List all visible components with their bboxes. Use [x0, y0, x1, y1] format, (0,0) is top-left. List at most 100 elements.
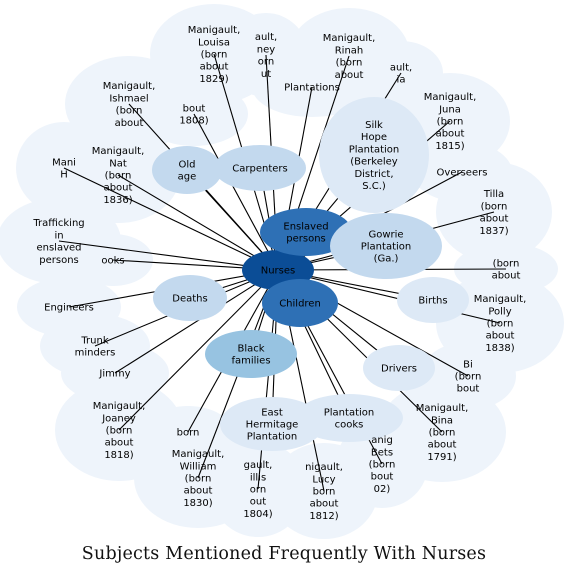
manigault-jimmy-label-line: Jimmy — [98, 369, 130, 380]
manigault-jia-label-line: ia — [397, 75, 406, 86]
east-hermitage-plantation-label-line: East — [261, 407, 283, 418]
manigault-bi-label-line: (born — [455, 372, 482, 383]
manigault-ishmael-label-line: Manigault, — [103, 81, 156, 92]
east-hermitage-plantation-label-line: Plantation — [247, 432, 297, 443]
deaths-node: Deaths — [153, 275, 227, 321]
births-node-shape — [397, 277, 469, 323]
manigault-left-node: Mani H — [52, 157, 76, 180]
nurses-label-line: Nurses — [261, 266, 296, 277]
manigault-born-about-1808-node: bout 1808) — [179, 103, 208, 126]
drivers-node-shape — [363, 345, 435, 391]
silk-hope-plantation-label-line: S.C.) — [362, 181, 386, 192]
manigault-willis-label-line: out — [250, 497, 266, 508]
manigault-polly-label-line: 1838) — [485, 343, 514, 354]
cooks-node: ooks — [101, 256, 124, 267]
manigault-bets-label-line: (born — [369, 460, 396, 471]
manigault-sidney-label-line: ney — [257, 44, 275, 55]
carpenters-node: Carpenters — [214, 145, 306, 191]
births-label-line: Births — [418, 296, 447, 307]
manigault-born-about-right-label-line: (born — [493, 258, 520, 269]
silk-hope-plantation-label-line: District, — [354, 169, 393, 180]
manigault-willis-label-line: orn — [250, 485, 266, 496]
manigault-louisa-label-line: Louisa — [198, 37, 230, 48]
manigault-polly-label-line: (born — [487, 319, 514, 330]
silk-hope-plantation-label-line: Plantation — [349, 144, 399, 155]
manigault-bi-label-line: Bi — [463, 359, 473, 370]
engineers-label-line: Engineers — [44, 303, 94, 314]
edge-nurses-manigault-nat — [117, 174, 279, 271]
manigault-juna-label-line: Manigault, — [424, 92, 477, 103]
black-families-node-shape — [205, 330, 297, 378]
manigault-tilla-label-line: (born — [481, 201, 508, 212]
manigault-bina-label-line: (born — [429, 428, 456, 439]
manigault-born-about-right-label-line: about — [492, 271, 521, 282]
manigault-bets-label-line: anig — [371, 435, 393, 446]
manigault-jimmy-node: Jimmy — [98, 369, 130, 380]
manigault-william-label-line: about — [184, 486, 213, 497]
manigault-bi-label-line: bout — [457, 384, 480, 395]
trafficking-in-enslaved-persons-label-line: Trafficking — [32, 218, 84, 229]
manigault-joaney-label-line: Manigault, — [93, 401, 146, 412]
manigault-rinah-label-line: Manigault, — [323, 33, 376, 44]
manigault-louisa-label-line: (born — [201, 50, 228, 61]
old-age-node: Old age — [152, 146, 222, 194]
plantations-node: Plantations — [284, 83, 340, 94]
east-hermitage-plantation-label-line: Hermitage — [246, 420, 299, 431]
manigault-born-about-1808-label-line: bout — [183, 103, 206, 114]
enslaved-persons-node: Enslaved persons — [260, 208, 352, 256]
manigault-juna-label-line: about — [436, 129, 465, 140]
manigault-juna-label-line: (born — [437, 117, 464, 128]
children-label-line: Children — [279, 299, 321, 310]
silk-hope-plantation-label-line: Hope — [361, 132, 387, 143]
manigault-nat-label-line: 1836) — [103, 195, 132, 206]
plantation-cooks-label-line: Plantation — [324, 407, 374, 418]
gowrie-plantation-label-line: Plantation — [361, 242, 411, 253]
enslaved-persons-node-shape — [260, 208, 352, 256]
manigault-willis-label-line: 1804) — [243, 509, 272, 520]
manigault-lucy-label-line: born — [313, 487, 336, 498]
births-node: Births — [397, 277, 469, 323]
manigault-ishmael-label-line: (born — [116, 106, 143, 117]
manigault-tilla-label-line: 1837) — [479, 226, 508, 237]
old-age-label-line: age — [178, 172, 197, 183]
manigault-jia-node: ault, ia — [390, 62, 412, 85]
silk-hope-plantation-label-line: Silk — [365, 120, 383, 131]
manigault-bina-label-line: about — [428, 440, 457, 451]
plantations-label-line: Plantations — [284, 83, 340, 94]
trunk-minders-node: Trunk minders — [75, 335, 116, 358]
manigault-bina-label-line: Manigault, — [416, 403, 469, 414]
carpenters-label-line: Carpenters — [232, 164, 287, 175]
edge-nurses-manigault-joaney — [118, 269, 279, 431]
manigault-louisa-label-line: 1829) — [199, 74, 228, 85]
trafficking-in-enslaved-persons-label-line: persons — [39, 255, 79, 266]
manigault-lucy-label-line: about — [310, 499, 339, 510]
engineers-node: Engineers — [44, 303, 94, 314]
manigault-willis-label-line: gault, — [244, 460, 273, 471]
edge-nurses-trafficking-in-enslaved-persons — [58, 240, 279, 271]
edge-nurses-manigault-left — [63, 167, 279, 271]
manigault-bets-label-line: 02) — [374, 484, 391, 495]
manigault-william-label-line: Manigault, — [172, 449, 225, 460]
old-age-label-line: Old — [179, 159, 196, 170]
manigault-joaney-label-line: (born — [106, 426, 133, 437]
manigault-nat-label-line: about — [104, 183, 133, 194]
deaths-node-shape — [153, 275, 227, 321]
cooks-label-line: ooks — [101, 256, 124, 267]
manigault-juna-label-line: Juna — [438, 104, 461, 115]
manigault-bets-label-line: bout — [371, 472, 394, 483]
trafficking-in-enslaved-persons-label-line: in — [54, 230, 63, 241]
black-families-node: Black families — [205, 330, 297, 378]
manigault-ishmael-label-line: about — [115, 118, 144, 129]
